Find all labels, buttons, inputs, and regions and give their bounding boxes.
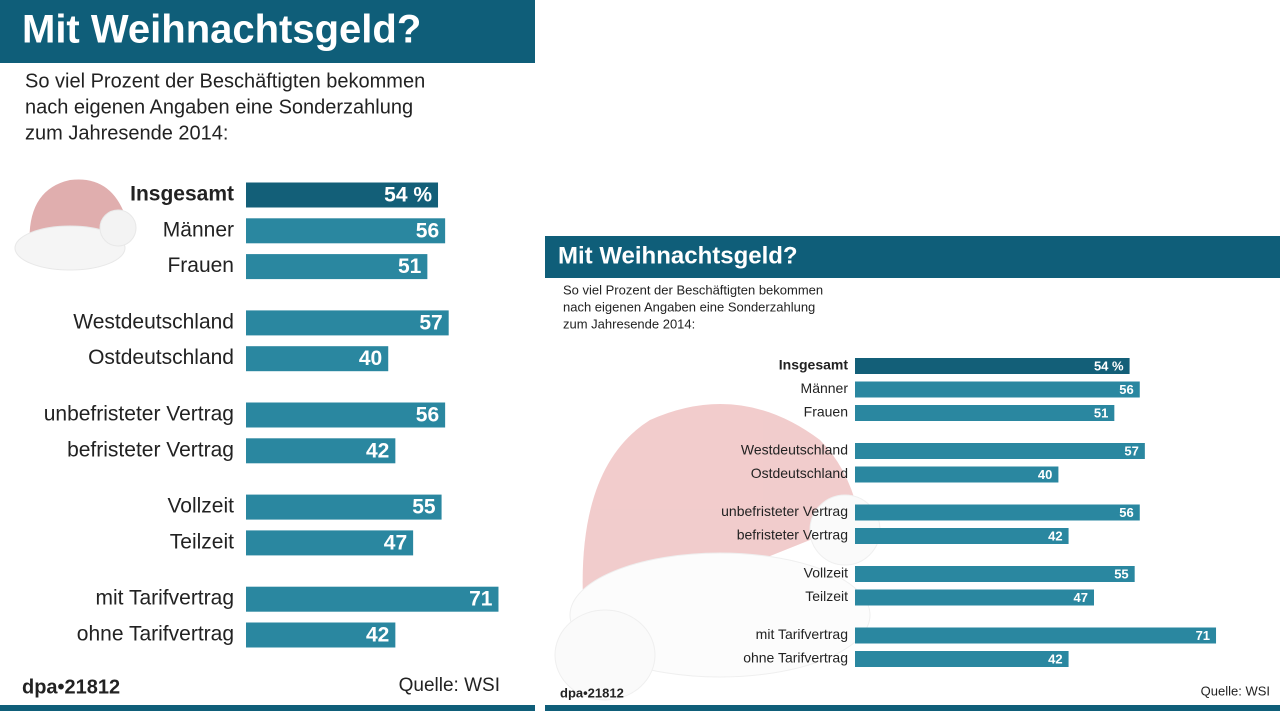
category-label: Ostdeutschland (751, 465, 848, 481)
value-label: 42 (1048, 651, 1062, 666)
bar (855, 528, 1069, 544)
value-label: 42 (1048, 528, 1062, 543)
bar (855, 466, 1059, 483)
category-label: unbefristeter Vertrag (721, 503, 848, 519)
category-label: Frauen (804, 404, 848, 420)
value-label: 56 (1119, 382, 1133, 397)
value-label: 56 (416, 219, 439, 242)
bar (855, 443, 1145, 459)
bar (246, 494, 442, 520)
value-label: 56 (1119, 505, 1133, 520)
chart-title: Mit Weihnachtsgeld? (558, 242, 798, 269)
category-label: Vollzeit (167, 495, 234, 518)
subtitle: zum Jahresende 2014: (25, 122, 228, 144)
category-label: Teilzeit (805, 588, 848, 604)
santa-hat (14, 179, 137, 271)
category-label: Westdeutschland (741, 442, 848, 458)
value-label: 42 (366, 624, 389, 647)
category-label: unbefristeter Vertrag (44, 403, 234, 426)
credit: dpa•21812 (560, 685, 624, 700)
category-label: befristeter Vertrag (737, 527, 848, 543)
footer-rule (545, 705, 1280, 711)
bar (246, 438, 396, 464)
bar (246, 586, 499, 612)
subtitle: nach eigenen Angaben eine Sonderzahlung (563, 299, 815, 314)
source: Quelle: WSI (1201, 683, 1270, 698)
chart-title: Mit Weihnachtsgeld? (22, 8, 421, 52)
category-label: Ostdeutschland (88, 346, 234, 369)
subtitle: So viel Prozent der Beschäftigten bekomm… (25, 70, 425, 92)
category-label: mit Tarifvertrag (96, 587, 234, 610)
value-label: 51 (1094, 405, 1108, 420)
value-label: 40 (1038, 467, 1052, 482)
bar (855, 405, 1115, 421)
category-label: befristeter Vertrag (67, 438, 234, 461)
category-label: ohne Tarifvertrag (77, 623, 234, 646)
bar (246, 530, 414, 556)
subtitle: So viel Prozent der Beschäftigten bekomm… (563, 282, 823, 297)
subtitle: nach eigenen Angaben eine Sonderzahlung (25, 96, 413, 118)
bar (246, 254, 428, 280)
bar (246, 346, 389, 372)
title-band (545, 236, 1280, 278)
value-label: 56 (416, 404, 439, 427)
value-label: 54 % (1094, 358, 1124, 373)
value-label: 47 (384, 531, 407, 554)
bar (246, 622, 396, 648)
category-label: Frauen (167, 254, 234, 277)
value-label: 51 (398, 255, 422, 278)
value-label: 71 (1196, 628, 1210, 643)
subtitle: zum Jahresende 2014: (563, 316, 695, 331)
bar (246, 310, 449, 336)
bar (246, 182, 439, 208)
category-label: ohne Tarifvertrag (743, 650, 848, 666)
category-label: Insgesamt (130, 183, 234, 206)
footer-rule (0, 705, 535, 711)
bar (855, 566, 1135, 582)
value-label: 57 (1124, 443, 1138, 458)
value-label: 55 (1114, 566, 1128, 581)
value-label: 55 (412, 496, 436, 519)
value-label: 57 (419, 311, 442, 334)
bar (855, 358, 1130, 374)
bar (855, 589, 1094, 606)
title-band (0, 0, 535, 63)
credit: dpa•21812 (22, 676, 120, 698)
value-label: 47 (1074, 590, 1088, 605)
category-label: Männer (163, 218, 234, 241)
category-label: Männer (801, 380, 849, 396)
category-label: Teilzeit (170, 530, 234, 553)
value-label: 71 (469, 588, 493, 611)
category-label: mit Tarifvertrag (756, 626, 848, 642)
bar (246, 218, 446, 244)
bar (855, 627, 1217, 644)
category-label: Insgesamt (779, 357, 849, 373)
source: Quelle: WSI (399, 675, 500, 696)
value-label: 54 % (384, 184, 432, 207)
category-label: Westdeutschland (73, 310, 234, 333)
value-label: 40 (359, 347, 382, 370)
bar (246, 402, 446, 428)
bar (855, 504, 1140, 521)
bar (855, 381, 1140, 398)
category-label: Vollzeit (804, 565, 848, 581)
value-label: 42 (366, 439, 389, 462)
bar (855, 651, 1069, 667)
